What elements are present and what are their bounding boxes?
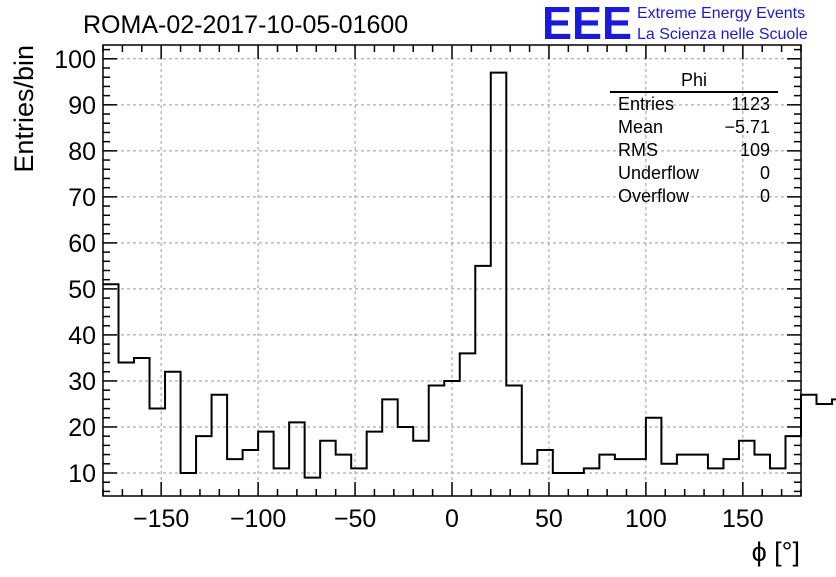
bin-18 bbox=[382, 399, 398, 496]
bin-43 bbox=[770, 468, 786, 496]
x-tick-label-3: 0 bbox=[445, 505, 459, 533]
stats-value-overflow: 0 bbox=[760, 186, 770, 206]
bin-23 bbox=[460, 353, 476, 496]
y-tick-label-2: 30 bbox=[68, 368, 96, 396]
x-tick-label-5: 100 bbox=[625, 505, 667, 533]
bin-31 bbox=[584, 468, 600, 496]
stats-label-mean: Mean bbox=[618, 117, 663, 137]
x-axis-label: ϕ [°] bbox=[752, 537, 800, 567]
bin-28 bbox=[537, 450, 553, 496]
bin-3 bbox=[150, 409, 166, 496]
bin-11 bbox=[274, 468, 290, 496]
stats-label-overflow: Overflow bbox=[618, 186, 690, 206]
chart-title: ROMA-02-2017-10-05-01600 bbox=[83, 11, 408, 39]
x-tick-label-2: −50 bbox=[334, 505, 376, 533]
stats-label-underflow: Underflow bbox=[618, 163, 700, 183]
bin-5 bbox=[181, 473, 197, 496]
bin-46 bbox=[817, 404, 833, 496]
bin-40 bbox=[723, 459, 739, 496]
bin-29 bbox=[553, 473, 569, 496]
x-tick-label-0: −150 bbox=[133, 505, 189, 533]
bin-24 bbox=[475, 266, 491, 496]
stats-value-underflow: 0 bbox=[760, 163, 770, 183]
bin-45 bbox=[801, 395, 817, 496]
stats-value-rms: 109 bbox=[740, 140, 770, 160]
y-tick-labels: 10 20 30 40 50 60 70 80 90 100 bbox=[54, 46, 96, 488]
y-tick-label-7: 80 bbox=[68, 138, 96, 166]
bin-7 bbox=[212, 395, 228, 496]
stats-title: Phi bbox=[681, 70, 707, 90]
bin-25 bbox=[491, 73, 507, 496]
x-tick-label-6: 150 bbox=[722, 505, 764, 533]
y-tick-label-8: 90 bbox=[68, 92, 96, 120]
bin-6 bbox=[196, 436, 212, 496]
branding-line-2: La Scienza nelle Scuole bbox=[637, 26, 808, 43]
bin-16 bbox=[351, 468, 367, 496]
bin-17 bbox=[367, 432, 383, 496]
bin-36 bbox=[661, 464, 677, 496]
eee-logo: EEE bbox=[542, 0, 632, 49]
bin-34 bbox=[630, 459, 646, 496]
bin-14 bbox=[320, 441, 336, 496]
histogram-outline bbox=[103, 71, 836, 479]
y-tick-label-5: 60 bbox=[68, 230, 96, 258]
bin-47 bbox=[832, 399, 836, 496]
bin-2 bbox=[134, 358, 150, 496]
bin-20 bbox=[413, 441, 429, 496]
bin-35 bbox=[646, 418, 662, 496]
y-tick-label-9: 100 bbox=[54, 46, 96, 74]
bin-30 bbox=[568, 473, 584, 496]
y-tick-label-3: 40 bbox=[68, 322, 96, 350]
y-tick-label-0: 10 bbox=[68, 460, 96, 488]
bin-8 bbox=[227, 459, 243, 496]
bin-15 bbox=[336, 455, 352, 496]
eee-branding: EEE Extreme Energy Events La Scienza nel… bbox=[542, 0, 808, 49]
axis-ticks bbox=[102, 45, 802, 496]
stats-label-entries: Entries bbox=[618, 94, 674, 114]
y-tick-label-4: 50 bbox=[68, 276, 96, 304]
grid-lines bbox=[103, 45, 801, 496]
bin-13 bbox=[305, 478, 321, 496]
bin-9 bbox=[243, 450, 259, 496]
bin-26 bbox=[506, 386, 522, 496]
bin-10 bbox=[258, 432, 274, 496]
stats-box: Phi Entries 1123 Mean −5.71 RMS 109 Unde… bbox=[610, 70, 778, 206]
bin-21 bbox=[429, 386, 445, 496]
x-tick-label-4: 50 bbox=[535, 505, 563, 533]
bin-1 bbox=[119, 363, 135, 496]
bin-12 bbox=[289, 422, 305, 496]
stats-value-mean: −5.71 bbox=[724, 117, 770, 137]
bin-22 bbox=[444, 381, 460, 496]
bin-41 bbox=[739, 441, 755, 496]
bin-33 bbox=[615, 459, 631, 496]
stats-label-rms: RMS bbox=[618, 140, 658, 160]
bin-4 bbox=[165, 372, 181, 496]
branding-line-1: Extreme Energy Events bbox=[637, 5, 805, 22]
y-axis-label: Entries/bin bbox=[9, 45, 39, 173]
stats-value-entries: 1123 bbox=[731, 94, 770, 114]
y-tick-label-6: 70 bbox=[68, 184, 96, 212]
histogram-bars bbox=[103, 71, 836, 496]
bin-19 bbox=[398, 427, 414, 496]
bin-39 bbox=[708, 468, 724, 496]
bin-38 bbox=[692, 455, 708, 496]
x-tick-label-1: −100 bbox=[230, 505, 286, 533]
y-tick-label-1: 20 bbox=[68, 414, 96, 442]
x-tick-labels: −150 −100 −50 0 50 100 150 bbox=[133, 505, 764, 533]
